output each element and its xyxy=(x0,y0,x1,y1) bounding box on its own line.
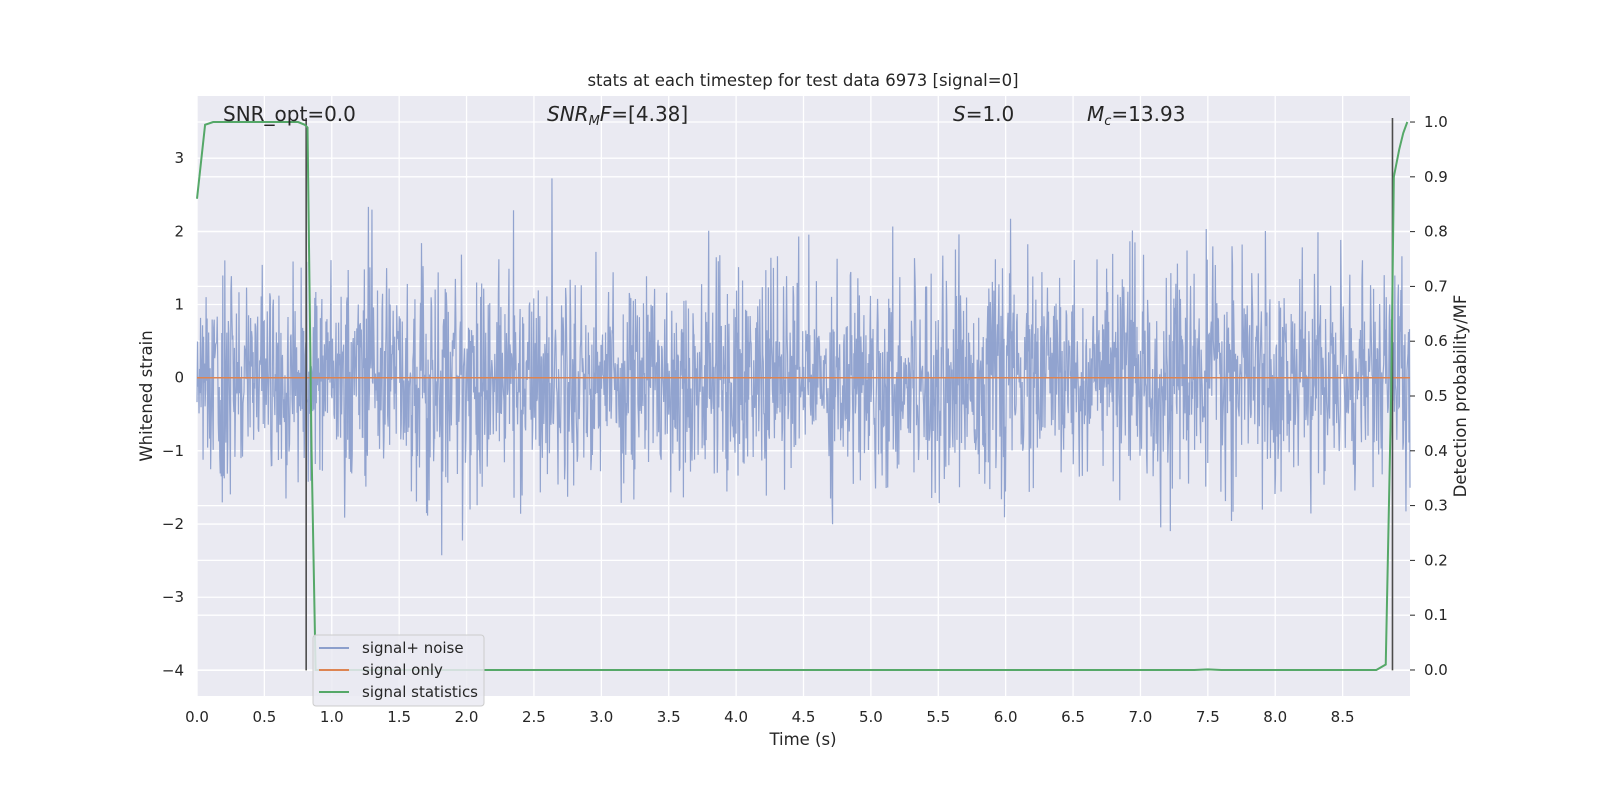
x-tick-label: 0.0 xyxy=(185,708,209,726)
x-tick-label: 5.0 xyxy=(859,708,883,726)
x-axis-label: Time (s) xyxy=(768,730,836,749)
chart-title: stats at each timestep for test data 697… xyxy=(587,71,1018,90)
x-tick-label: 4.0 xyxy=(724,708,748,726)
y2-tick-label: 0.9 xyxy=(1424,168,1448,186)
x-tick-label: 5.5 xyxy=(926,708,950,726)
y2-tick-label: 0.5 xyxy=(1424,387,1448,405)
series-signal-statistics xyxy=(196,121,1409,671)
y2-tick-label: 1.0 xyxy=(1424,113,1448,131)
y2-tick-label: 0.8 xyxy=(1424,223,1448,241)
x-tick-label: 3.5 xyxy=(657,708,681,726)
x-tick-label: 7.5 xyxy=(1196,708,1220,726)
x-tick-label: 7.0 xyxy=(1129,708,1153,726)
y-tick-label: −4 xyxy=(162,661,184,679)
y2-ticks: 0.0 0.1 0.2 0.3 0.4 0.5 0.6 0.7 0.8 0.9 1.0 xyxy=(1410,113,1448,679)
annotation-mc: Mc=13.93 xyxy=(1087,102,1185,129)
x-tick-label: 8.0 xyxy=(1263,708,1287,726)
x-tick-label: 0.5 xyxy=(252,708,276,726)
x-tick-label: 3.0 xyxy=(589,708,613,726)
legend-label-signal-only: signal only xyxy=(362,661,443,679)
x-tick-label: 4.5 xyxy=(792,708,816,726)
series-signal-noise xyxy=(196,178,1411,556)
noise-trace xyxy=(196,178,1411,556)
annotation-snr-mf: SNRMF=[4.38] xyxy=(547,102,688,129)
annotation-s: S=1.0 xyxy=(953,102,1014,126)
y2-tick-label: 0.7 xyxy=(1424,277,1448,295)
y-tick-label: −3 xyxy=(162,588,184,606)
y2-axis-label: Detection probability/MF xyxy=(1451,295,1470,498)
x-tick-label: 2.5 xyxy=(522,708,546,726)
x-tick-label: 2.0 xyxy=(455,708,479,726)
x-ticks: 0.0 0.5 1.0 1.5 2.0 2.5 3.0 3.5 4.0 4.5 5.0 5.5 6.0 6… xyxy=(185,708,1354,726)
x-tick-label: 1.0 xyxy=(320,708,344,726)
y-tick-label: 2 xyxy=(174,222,184,240)
y-tick-label: 3 xyxy=(174,149,184,167)
legend-box xyxy=(312,634,485,707)
y2-tick-label: 0.6 xyxy=(1424,332,1448,350)
x-tick-label: 1.5 xyxy=(387,708,411,726)
annotation-snr-opt: SNR_opt=0.0 xyxy=(223,102,356,126)
x-tick-label: 8.5 xyxy=(1331,708,1355,726)
y2-tick-label: 0.4 xyxy=(1424,442,1448,460)
y-tick-label: −2 xyxy=(162,515,184,533)
legend-label-signal-statistics: signal statistics xyxy=(362,683,478,701)
legend-label-signal-noise: signal+ noise xyxy=(362,639,464,657)
y2-tick-label: 0.3 xyxy=(1424,497,1448,515)
y2-tick-label: 0.1 xyxy=(1424,606,1448,624)
y-ticks: −4 −3 −2 −1 0 1 2 3 xyxy=(162,149,184,679)
y-tick-label: 0 xyxy=(174,369,184,387)
y-tick-label: −1 xyxy=(162,442,184,460)
y2-tick-label: 0.2 xyxy=(1424,551,1448,569)
y-tick-label: 1 xyxy=(174,296,184,314)
y-axis-label: Whitened strain xyxy=(137,330,156,461)
x-tick-label: 6.5 xyxy=(1061,708,1085,726)
legend: signal+ noise signal only signal statist… xyxy=(312,634,485,707)
x-tick-label: 6.0 xyxy=(994,708,1018,726)
y2-tick-label: 0.0 xyxy=(1424,661,1448,679)
